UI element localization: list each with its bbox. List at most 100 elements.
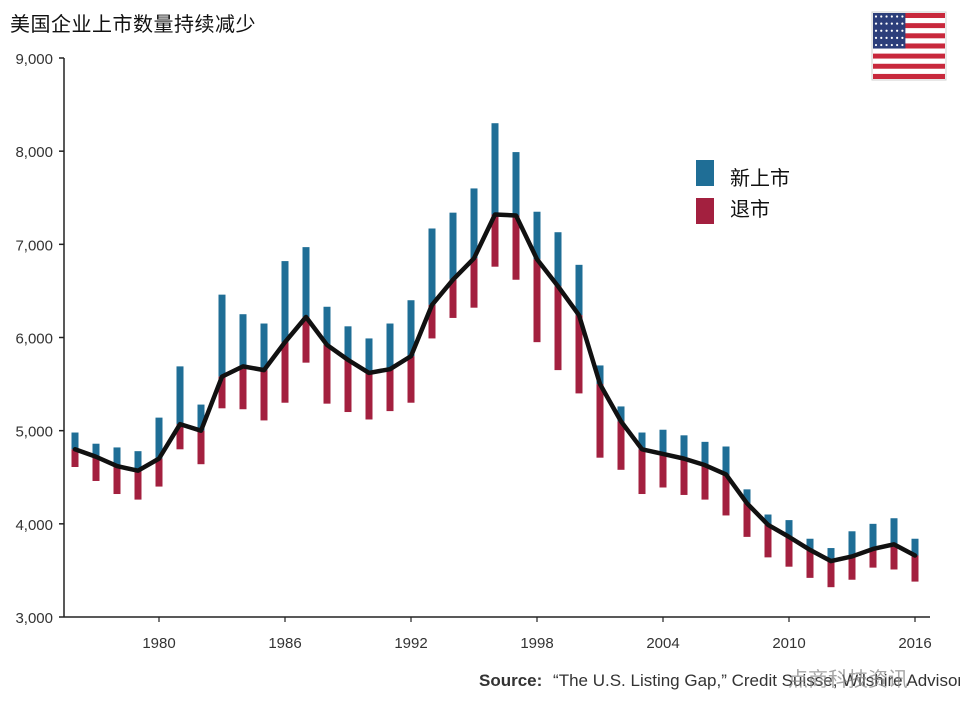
flag-stripe (873, 43, 945, 49)
new-listing-bar (512, 152, 520, 216)
delisting-bar (428, 304, 436, 339)
flag-star (896, 36, 899, 40)
new-listing-bar (764, 514, 772, 525)
delisting-bar (302, 317, 310, 363)
flag-star (890, 43, 893, 47)
delisting-bar (911, 555, 919, 582)
new-listing-bar (323, 306, 331, 345)
delisting-bar (890, 544, 898, 570)
new-listing-bar (218, 294, 226, 377)
delisting-bar (764, 524, 772, 558)
delisting-bar (176, 424, 184, 450)
flag-stripe (873, 48, 945, 54)
y-tick-label: 5,000 (15, 424, 53, 441)
new-listing-bar (638, 432, 646, 450)
delisting-bar (785, 536, 793, 567)
new-listing-bar (365, 338, 373, 373)
new-listing-bar (176, 366, 184, 425)
delisting-bar (596, 384, 604, 458)
new-listing-bar (596, 365, 604, 385)
delisting-bar (323, 344, 331, 404)
flag-star (880, 36, 883, 40)
flag-star (874, 29, 878, 32)
flag-stripe (873, 38, 945, 44)
new-listing-bar (491, 123, 499, 215)
flag-star (890, 29, 893, 32)
y-tick-label: 6,000 (15, 331, 53, 348)
new-listing-bar (617, 406, 625, 422)
legend-swatch-new-listing (696, 160, 714, 186)
new-listing-bar (533, 211, 541, 260)
new-listing-bar (386, 323, 394, 370)
delisting-bar (449, 279, 457, 318)
new-listing-bar (848, 531, 856, 557)
legend: 新上市 退市 (696, 160, 790, 224)
x-tick-label: 2010 (772, 635, 805, 652)
delisting-bar (533, 259, 541, 343)
flag-star (885, 43, 888, 47)
flag-star (901, 43, 904, 47)
x-tick-label: 1980 (142, 635, 175, 652)
new-listing-bar (806, 538, 814, 550)
delisting-bar (365, 372, 373, 420)
new-listing-bar (239, 314, 247, 367)
flag-star (901, 29, 904, 32)
delisting-bar (239, 366, 247, 410)
flag-star (901, 36, 904, 40)
x-tick-label: 2016 (898, 635, 931, 652)
x-tick-label: 2004 (646, 635, 679, 652)
delisting-bar (281, 342, 289, 403)
new-listing-bar (470, 188, 478, 259)
new-listing-bar (911, 538, 919, 556)
flag-star (880, 22, 883, 25)
delisting-bars (71, 214, 919, 588)
new-listing-bar (281, 261, 289, 343)
y-axis: 3,000 4,000 5,000 6,000 7,000 8,000 9,000 (15, 51, 65, 627)
delisting-bar (113, 466, 121, 495)
new-listing-bar (113, 447, 121, 467)
delisting-bar (218, 376, 226, 409)
flag-star (880, 15, 883, 18)
flag-star (890, 36, 893, 40)
delisting-bar (806, 549, 814, 578)
new-listing-bar (827, 548, 835, 562)
flag-star (874, 36, 878, 40)
flag-star (885, 15, 888, 18)
flag-star (896, 22, 899, 25)
flag-stripe (873, 23, 945, 29)
new-listing-bar (134, 451, 142, 471)
new-listing-bars (71, 123, 919, 562)
delisting-bar (407, 356, 415, 403)
delisting-bar (869, 548, 877, 568)
flag-star (885, 36, 888, 40)
new-listing-bar (407, 300, 415, 357)
flag-star (874, 43, 878, 47)
delisting-bar (197, 430, 205, 465)
source-text: “The U.S. Listing Gap,” Credit Suisse, W… (553, 671, 960, 690)
delisting-bar (827, 561, 835, 588)
flag-stripe (873, 53, 945, 59)
flag-star (880, 43, 883, 47)
flag-canton (873, 13, 906, 49)
flag-star (890, 22, 893, 25)
us-flag-icon (871, 11, 947, 81)
delisting-bar (659, 453, 667, 488)
delisting-bar (92, 456, 100, 481)
new-listing-bar (260, 323, 268, 371)
new-listing-bar (554, 232, 562, 287)
legend-label-new-listing: 新上市 (730, 166, 790, 190)
flag-stripe (873, 28, 945, 34)
new-listing-bar (701, 441, 709, 466)
y-tick-label: 4,000 (15, 517, 53, 534)
new-listing-bar (575, 264, 583, 316)
delisting-bar (386, 369, 394, 412)
y-tick-label: 9,000 (15, 51, 53, 68)
new-listing-bar (449, 212, 457, 280)
flag-star (885, 29, 888, 32)
delisting-bar (470, 258, 478, 308)
delisting-bar (743, 503, 751, 537)
y-tick-label: 7,000 (15, 237, 53, 254)
delisting-bar (575, 315, 583, 394)
x-tick-label: 1986 (268, 635, 301, 652)
